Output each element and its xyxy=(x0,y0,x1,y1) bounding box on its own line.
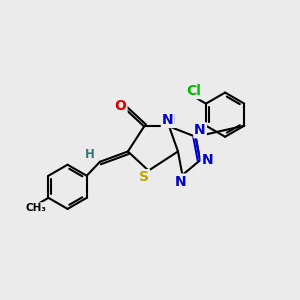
Text: N: N xyxy=(202,153,213,167)
Text: N: N xyxy=(194,123,206,137)
Text: Cl: Cl xyxy=(186,84,201,98)
Text: O: O xyxy=(115,99,127,113)
Text: S: S xyxy=(139,170,149,184)
Text: N: N xyxy=(175,175,187,188)
Text: H: H xyxy=(85,148,94,161)
Text: CH₃: CH₃ xyxy=(25,203,46,213)
Text: N: N xyxy=(163,113,175,127)
Text: N: N xyxy=(162,113,173,127)
